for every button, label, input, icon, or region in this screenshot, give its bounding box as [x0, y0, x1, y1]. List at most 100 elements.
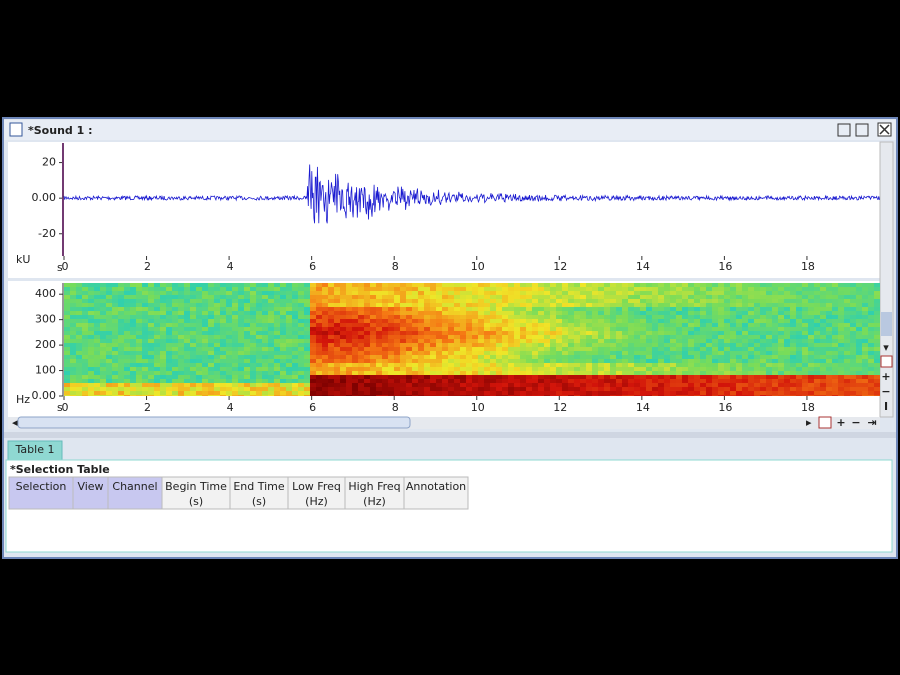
spectrogram-cell	[796, 379, 802, 383]
spectrogram-cell	[820, 371, 826, 375]
spectrogram-cell	[532, 319, 538, 323]
column-header-label[interactable]: End Time	[233, 480, 285, 493]
spectrogram-cell	[100, 339, 106, 343]
maximize-button[interactable]	[855, 123, 869, 137]
spectrogram-cell	[358, 355, 364, 359]
spectrogram-cell	[298, 351, 304, 355]
splitter[interactable]	[4, 432, 896, 438]
spectrogram-cell	[730, 283, 736, 287]
horizontal-scroll-thumb[interactable]	[17, 416, 411, 429]
spectrogram-cell	[118, 287, 124, 291]
spectrogram-cell	[496, 291, 502, 295]
table-tab-label[interactable]: Table 1	[15, 443, 55, 456]
scroll-left[interactable]: ◂	[12, 416, 18, 429]
spectrogram-cell	[598, 379, 604, 383]
column-header[interactable]	[287, 476, 346, 510]
h-zoom-in[interactable]: +	[836, 416, 845, 429]
column-header[interactable]	[72, 476, 109, 510]
column-header-label[interactable]: View	[77, 480, 103, 493]
column-header-label[interactable]: Low Freq	[292, 480, 341, 493]
spectrogram-cell	[436, 307, 442, 311]
spectrogram-cell	[556, 335, 562, 339]
spectrogram-cell	[118, 303, 124, 307]
spectrogram-cell	[796, 383, 802, 387]
spectrogram-cell	[820, 319, 826, 323]
zoom-in-button[interactable]: +	[881, 370, 890, 383]
spectrogram-cell	[670, 379, 676, 383]
spectrogram-cell	[562, 395, 568, 396]
column-header-label[interactable]: (Hz)	[305, 495, 328, 508]
column-header[interactable]	[107, 476, 163, 510]
spectrogram-cell	[772, 343, 778, 347]
vertical-scroll-thumb[interactable]	[881, 312, 892, 336]
spectrogram-cell	[370, 379, 376, 383]
column-header-label[interactable]: (s)	[252, 495, 266, 508]
spectrogram-cell	[424, 299, 430, 303]
spectrogram-cell	[298, 323, 304, 327]
column-header-label[interactable]: Begin Time	[165, 480, 227, 493]
spectrogram-cell	[394, 395, 400, 396]
spectrogram-cell	[448, 371, 454, 375]
spectrogram-cell	[130, 327, 136, 331]
spectrogram-cell	[646, 311, 652, 315]
zoom-out-button[interactable]: −	[881, 385, 890, 398]
vertical-scrollbar[interactable]	[879, 141, 894, 418]
spectrogram-cell	[154, 379, 160, 383]
column-header[interactable]	[8, 476, 74, 510]
spectrogram-cell	[70, 323, 76, 327]
h-zoom-out[interactable]: −	[851, 416, 860, 429]
spectrogram-cell	[772, 383, 778, 387]
spectrogram-cell	[142, 315, 148, 319]
spectrogram-cell	[844, 291, 850, 295]
column-header-label[interactable]: (s)	[189, 495, 203, 508]
spectrogram-cell	[88, 359, 94, 363]
spectrogram-cell	[754, 335, 760, 339]
column-header-label[interactable]: Selection	[16, 480, 67, 493]
spectrogram-cell	[100, 283, 106, 287]
spectrogram-cell	[244, 359, 250, 363]
spectrogram-cell	[382, 307, 388, 311]
spectrogram-cell	[106, 347, 112, 351]
column-header[interactable]	[161, 476, 231, 510]
spectrogram-cell	[376, 315, 382, 319]
spectrogram-cell	[496, 375, 502, 379]
scroll-right[interactable]: ▸	[806, 416, 812, 429]
spectrogram-cell	[376, 295, 382, 299]
scroll-down[interactable]: ▾	[883, 341, 889, 354]
spectrogram-cell	[154, 339, 160, 343]
spectrogram-cell	[472, 339, 478, 343]
spectrogram-cell	[352, 335, 358, 339]
h-zoom-full[interactable]: ⇥	[867, 416, 876, 429]
spectrogram-cell	[550, 347, 556, 351]
zoom-fit-button[interactable]	[880, 355, 893, 368]
column-header-label[interactable]: (Hz)	[363, 495, 386, 508]
column-header-label[interactable]: Annotation	[406, 480, 466, 493]
column-header-label[interactable]: High Freq	[348, 480, 400, 493]
spectrogram-cell	[106, 387, 112, 391]
spectrogram-cell	[640, 359, 646, 363]
spectrogram-cell	[640, 355, 646, 359]
spectrogram-cell	[106, 315, 112, 319]
spectrogram-cell	[658, 283, 664, 287]
zoom-full-button[interactable]: I	[884, 400, 888, 413]
spectrogram-cell	[454, 371, 460, 375]
spectrogram-cell	[634, 379, 640, 383]
spectrogram-cell	[172, 343, 178, 347]
minimize-button[interactable]	[837, 123, 851, 137]
column-header-label[interactable]: Channel	[112, 480, 157, 493]
spectrogram-cell	[796, 315, 802, 319]
spectrogram-cell	[718, 287, 724, 291]
h-zoom-fit[interactable]	[818, 416, 832, 429]
spectrogram-cell	[310, 315, 316, 319]
spectrogram-cell	[598, 287, 604, 291]
spectrogram-cell	[646, 347, 652, 351]
column-header[interactable]	[344, 476, 405, 510]
spectrogram-cell	[700, 331, 706, 335]
column-header[interactable]	[403, 476, 469, 510]
spectrogram-cell	[370, 315, 376, 319]
spectrogram-cell	[202, 387, 208, 391]
spectrogram-cell	[868, 391, 874, 395]
spectrogram-cell	[244, 315, 250, 319]
spectrogram-cell	[322, 287, 328, 291]
spectrogram-cell	[514, 287, 520, 291]
